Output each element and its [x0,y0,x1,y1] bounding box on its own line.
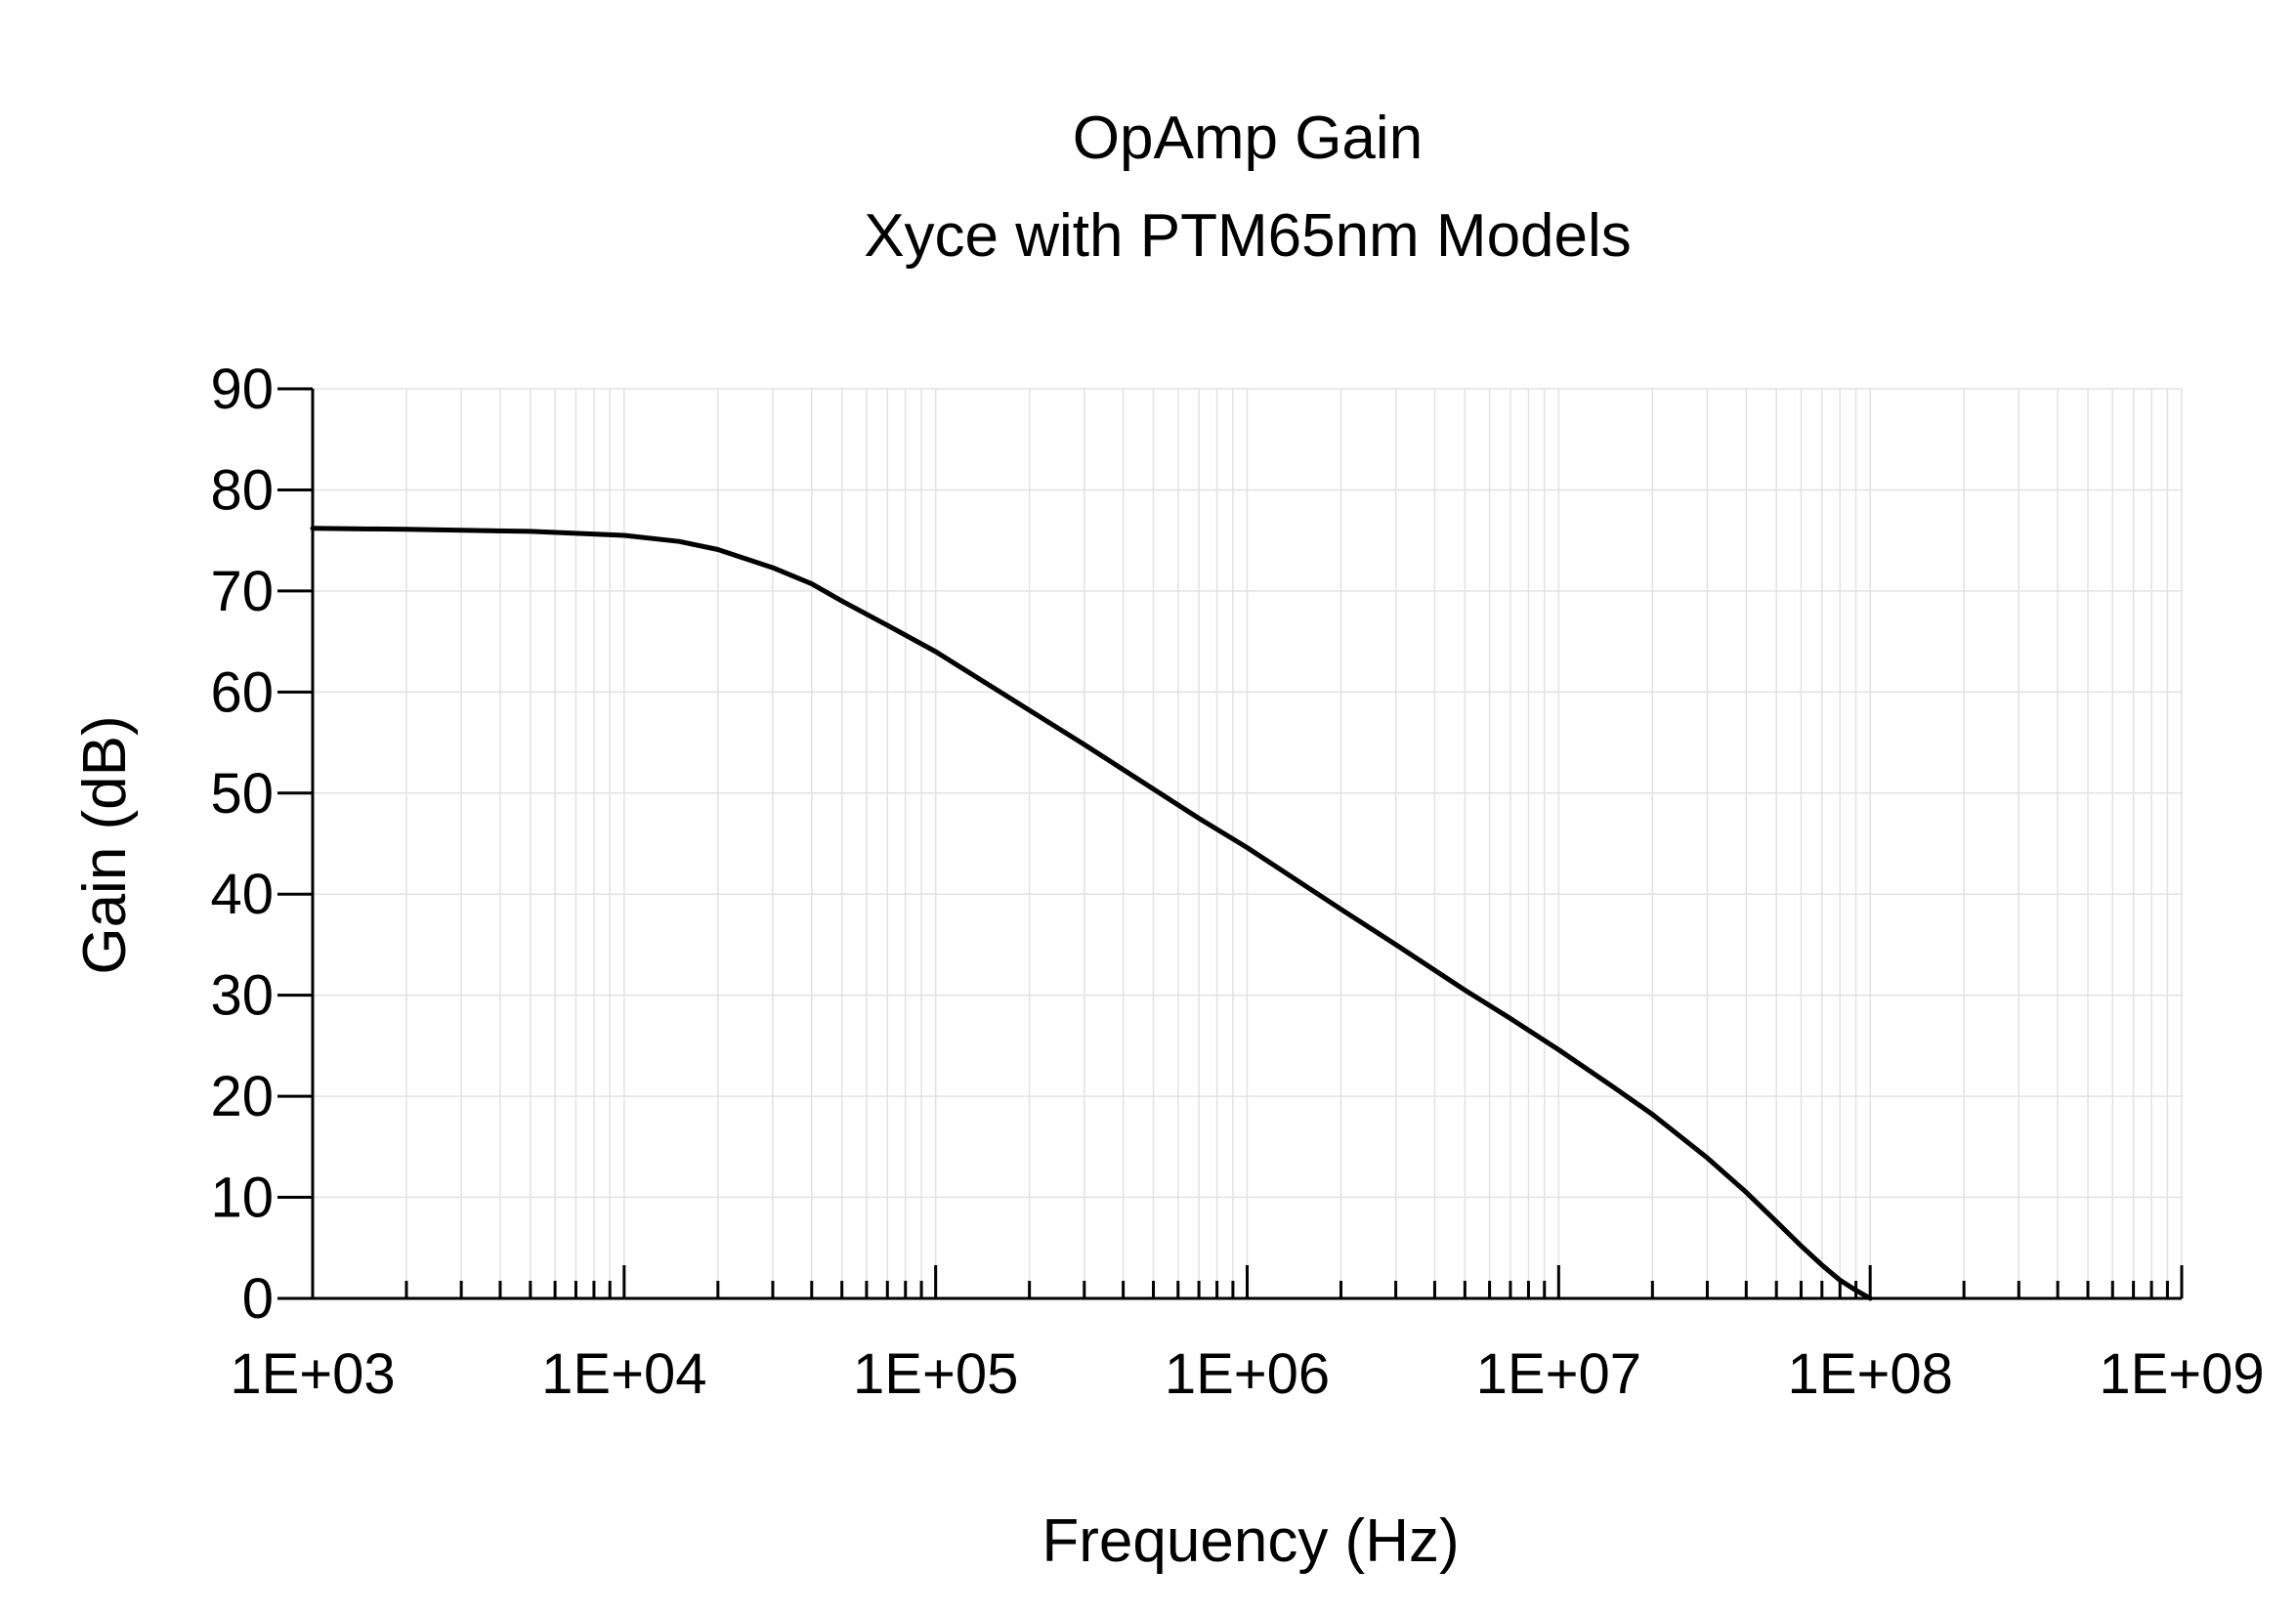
series-layer [310,526,1873,1301]
x-tick-label: 1E+09 [2099,1342,2264,1406]
x-tick-label: 1E+04 [541,1342,706,1406]
y-tick-label: 70 [210,560,274,623]
y-tick-label: 30 [210,964,274,1028]
y-tick-label: 80 [210,458,274,522]
chart-subtitle: Xyce with PTM65nm Models [864,202,1632,270]
x-tick-labels: 1E+03 1E+04 1E+05 1E+06 1E+07 1E+08 1E+09 [230,1342,2264,1406]
chart-title: OpAmp Gain [1073,105,1423,172]
y-tick-label: 60 [210,660,274,724]
x-tick-label: 1E+03 [230,1342,395,1406]
gain-series-line [310,526,1873,1301]
x-tick-label: 1E+07 [1476,1342,1641,1406]
y-tick-labels: 0 10 20 30 40 50 60 70 80 90 [210,358,274,1331]
y-axis-label: Gain (dB) [71,715,139,974]
x-tick-label: 1E+06 [1165,1342,1330,1406]
y-tick-label: 40 [210,863,274,926]
y-tick-label: 20 [210,1065,274,1128]
y-tick-label: 10 [210,1167,274,1230]
y-tick-label: 90 [210,358,274,421]
y-tick-label: 0 [242,1267,274,1331]
grid-layer [312,388,2183,1299]
x-tick-label: 1E+08 [1788,1342,1953,1406]
axis-layer [277,387,2184,1300]
x-axis-label: Frequency (Hz) [1042,1507,1459,1575]
x-tick-label: 1E+05 [853,1342,1018,1406]
y-tick-label: 50 [210,762,274,826]
